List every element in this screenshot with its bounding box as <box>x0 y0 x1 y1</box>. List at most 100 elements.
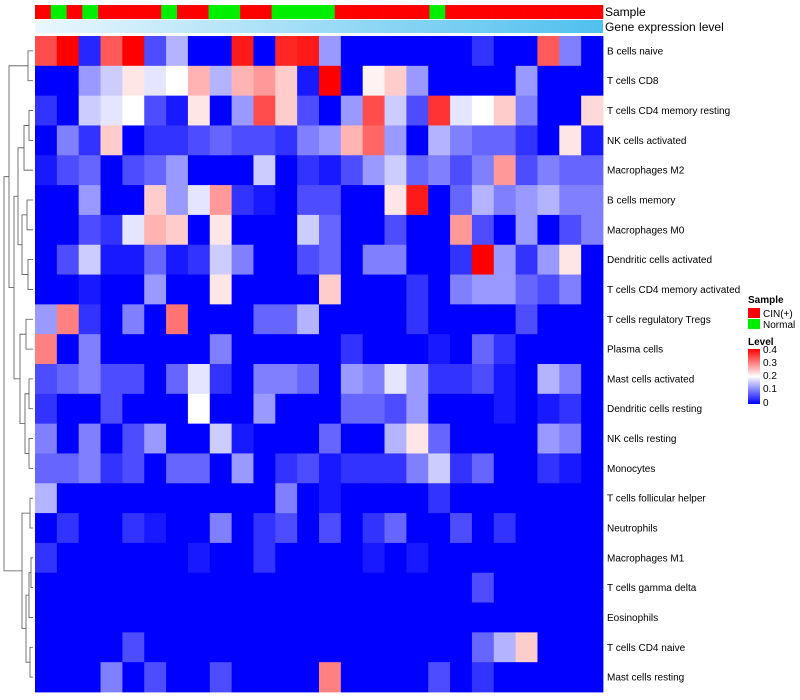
heatmap-cell <box>144 244 167 275</box>
heatmap-cell <box>559 572 582 603</box>
heatmap-cell <box>362 453 385 484</box>
heatmap-cell <box>253 513 276 544</box>
heatmap-cell <box>100 95 123 126</box>
dendrogram-branch <box>28 438 33 469</box>
heatmap-cell <box>100 125 123 156</box>
heatmap-cell <box>253 662 276 693</box>
sample-annotation-cell <box>445 5 462 19</box>
heatmap-cell <box>537 602 560 633</box>
heatmap-cell <box>581 214 604 246</box>
heatmap-cell <box>450 483 473 514</box>
heatmap-cell <box>144 95 167 126</box>
heatmap-cell <box>231 185 254 216</box>
heatmap-cell <box>406 65 429 97</box>
heatmap-cell <box>209 602 233 633</box>
heatmap-cell <box>515 125 538 156</box>
heatmap-cell <box>537 632 560 663</box>
heatmap-cell <box>100 334 123 365</box>
sample-annotation-cell <box>366 5 383 19</box>
heatmap-cell <box>581 185 604 216</box>
heatmap-cell <box>319 304 342 335</box>
dendrogram-branch <box>27 259 33 290</box>
level-tick-3: 0.1 <box>763 384 777 395</box>
heatmap-cell <box>450 36 473 67</box>
heatmap-cell <box>78 662 101 693</box>
heatmap-cell <box>559 155 582 186</box>
row-label: T cells CD4 memory resting <box>607 106 730 117</box>
heatmap-cell <box>450 364 473 395</box>
row-label: T cells regulatory Tregs <box>607 315 711 326</box>
heatmap-cell <box>166 542 189 574</box>
heatmap-cell <box>581 483 604 514</box>
heatmap-cell <box>275 572 298 603</box>
heatmap-cell <box>56 304 80 335</box>
heatmap-cell <box>144 483 167 514</box>
sample-annotation-cell <box>255 5 272 19</box>
heatmap-cell <box>144 185 167 216</box>
heatmap-cell <box>340 602 364 633</box>
heatmap-cell <box>428 662 451 693</box>
heatmap-cell <box>319 423 342 454</box>
sample-annotation-cell <box>129 5 146 19</box>
heatmap-cell <box>209 65 233 97</box>
heatmap-cell <box>297 542 320 574</box>
heatmap-cell <box>471 185 495 216</box>
heatmap-cell <box>581 36 604 67</box>
heatmap-cell <box>493 393 517 425</box>
heatmap-cell <box>493 274 517 305</box>
heatmap-cell <box>297 95 320 126</box>
heatmap-cell <box>428 155 451 186</box>
row-label: Neutrophils <box>607 524 658 535</box>
heatmap-cell <box>166 423 189 454</box>
sample-annotation-cell <box>287 5 304 19</box>
heatmap-cell <box>187 393 211 425</box>
heatmap-cell <box>56 393 80 425</box>
heatmap-cell <box>166 453 189 484</box>
heatmap-cell <box>559 274 582 305</box>
heatmap-cell <box>515 95 538 126</box>
heatmap-cell <box>166 125 189 156</box>
heatmap-cell <box>297 483 320 514</box>
heatmap-cell <box>537 483 560 514</box>
heatmap-cell <box>319 274 342 305</box>
heatmap-cell <box>275 542 298 574</box>
row-dendrogram <box>3 50 33 678</box>
expression-track-label: Gene expression level <box>605 20 724 34</box>
heatmap-cell <box>450 393 473 425</box>
heatmap-cell <box>253 36 276 67</box>
heatmap-cell <box>493 602 517 633</box>
heatmap-cell <box>187 244 211 275</box>
heatmap-cell <box>384 513 407 544</box>
heatmap-cell <box>231 95 254 126</box>
heatmap-cell <box>471 244 495 275</box>
heatmap-cell <box>362 602 385 633</box>
heatmap-cell <box>35 155 58 186</box>
heatmap-cell <box>122 185 145 216</box>
row-label: T cells CD4 naive <box>607 643 686 654</box>
heatmap-cell <box>122 214 145 246</box>
heatmap-cell <box>78 304 101 335</box>
dendrogram-branch <box>28 378 33 410</box>
heatmap-cell <box>450 602 473 633</box>
heatmap-cell <box>319 453 342 484</box>
heatmap-cell <box>428 334 451 365</box>
heatmap-cell <box>537 244 560 275</box>
heatmap-cell <box>471 274 495 305</box>
heatmap-cell <box>231 453 254 484</box>
heatmap-cell <box>384 65 407 97</box>
heatmap-cell <box>297 36 320 67</box>
heatmap-cell <box>275 125 298 156</box>
heatmap-cell <box>559 632 582 663</box>
heatmap-cell <box>559 65 582 97</box>
heatmap-cell <box>450 334 473 365</box>
heatmap-cell <box>471 125 495 156</box>
heatmap-cell <box>209 662 233 693</box>
heatmap-cell <box>35 423 58 454</box>
heatmap-cell <box>100 304 123 335</box>
heatmap-cell <box>515 483 538 514</box>
sample-annotation-cell <box>224 5 241 19</box>
heatmap-cell <box>166 513 189 544</box>
heatmap-cell <box>384 393 407 425</box>
heatmap-cell <box>209 214 233 246</box>
heatmap-cell <box>209 423 233 454</box>
